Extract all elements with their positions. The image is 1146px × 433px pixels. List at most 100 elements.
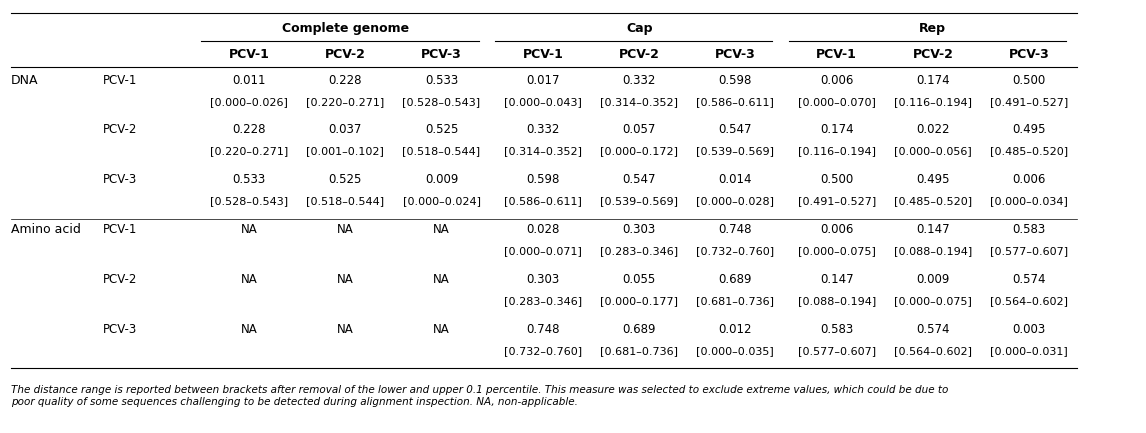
- Text: 0.574: 0.574: [1012, 273, 1045, 286]
- Text: [0.577–0.607]: [0.577–0.607]: [990, 246, 1068, 256]
- Text: [0.000–0.031]: [0.000–0.031]: [990, 346, 1068, 356]
- Text: [0.000–0.024]: [0.000–0.024]: [402, 196, 480, 207]
- Text: 0.332: 0.332: [526, 123, 559, 136]
- Text: 0.525: 0.525: [329, 173, 362, 186]
- Text: NA: NA: [433, 323, 450, 336]
- Text: [0.314–0.352]: [0.314–0.352]: [601, 97, 678, 107]
- Text: [0.000–0.034]: [0.000–0.034]: [990, 196, 1068, 207]
- Text: 0.006: 0.006: [1012, 173, 1045, 186]
- Text: 0.495: 0.495: [1012, 123, 1045, 136]
- Text: 0.500: 0.500: [821, 173, 854, 186]
- Text: PCV-3: PCV-3: [421, 48, 462, 61]
- Text: NA: NA: [433, 273, 450, 286]
- Text: [0.586–0.611]: [0.586–0.611]: [504, 196, 582, 207]
- Text: [0.000–0.035]: [0.000–0.035]: [697, 346, 774, 356]
- Text: 0.583: 0.583: [1012, 223, 1045, 236]
- Text: 0.689: 0.689: [622, 323, 656, 336]
- Text: 0.533: 0.533: [425, 74, 458, 87]
- Text: The distance range is reported between brackets after removal of the lower and u: The distance range is reported between b…: [10, 385, 948, 407]
- Text: NA: NA: [433, 223, 450, 236]
- Text: PCV-1: PCV-1: [816, 48, 857, 61]
- Text: NA: NA: [337, 323, 354, 336]
- Text: [0.088–0.194]: [0.088–0.194]: [894, 246, 972, 256]
- Text: PCV-2: PCV-2: [912, 48, 953, 61]
- Text: [0.528–0.543]: [0.528–0.543]: [402, 97, 480, 107]
- Text: 0.017: 0.017: [526, 74, 559, 87]
- Text: 0.012: 0.012: [719, 323, 752, 336]
- Text: 0.748: 0.748: [719, 223, 752, 236]
- Text: [0.000–0.071]: [0.000–0.071]: [504, 246, 582, 256]
- Text: [0.518–0.544]: [0.518–0.544]: [402, 146, 480, 157]
- Text: 0.003: 0.003: [1012, 323, 1045, 336]
- Text: 0.533: 0.533: [233, 173, 266, 186]
- Text: [0.283–0.346]: [0.283–0.346]: [601, 246, 678, 256]
- Text: 0.525: 0.525: [425, 123, 458, 136]
- Text: 0.028: 0.028: [526, 223, 559, 236]
- Text: [0.518–0.544]: [0.518–0.544]: [306, 196, 384, 207]
- Text: [0.000–0.172]: [0.000–0.172]: [601, 146, 678, 157]
- Text: Amino acid: Amino acid: [10, 223, 80, 236]
- Text: [0.000–0.075]: [0.000–0.075]: [798, 246, 876, 256]
- Text: 0.006: 0.006: [821, 223, 854, 236]
- Text: PCV-1: PCV-1: [103, 223, 138, 236]
- Text: 0.228: 0.228: [233, 123, 266, 136]
- Text: [0.539–0.569]: [0.539–0.569]: [601, 196, 678, 207]
- Text: PCV-1: PCV-1: [229, 48, 269, 61]
- Text: 0.583: 0.583: [821, 323, 854, 336]
- Text: PCV-3: PCV-3: [715, 48, 755, 61]
- Text: 0.303: 0.303: [526, 273, 559, 286]
- Text: 0.303: 0.303: [622, 223, 656, 236]
- Text: 0.022: 0.022: [916, 123, 950, 136]
- Text: [0.314–0.352]: [0.314–0.352]: [504, 146, 582, 157]
- Text: DNA: DNA: [10, 74, 38, 87]
- Text: [0.485–0.520]: [0.485–0.520]: [894, 196, 972, 207]
- Text: 0.011: 0.011: [233, 74, 266, 87]
- Text: [0.491–0.527]: [0.491–0.527]: [798, 196, 876, 207]
- Text: [0.681–0.736]: [0.681–0.736]: [601, 346, 678, 356]
- Text: 0.037: 0.037: [329, 123, 362, 136]
- Text: [0.116–0.194]: [0.116–0.194]: [798, 146, 876, 157]
- Text: [0.116–0.194]: [0.116–0.194]: [894, 97, 972, 107]
- Text: 0.598: 0.598: [526, 173, 559, 186]
- Text: 0.500: 0.500: [1012, 74, 1045, 87]
- Text: 0.055: 0.055: [622, 273, 656, 286]
- Text: PCV-2: PCV-2: [103, 273, 138, 286]
- Text: [0.088–0.194]: [0.088–0.194]: [798, 296, 876, 306]
- Text: NA: NA: [337, 273, 354, 286]
- Text: [0.491–0.527]: [0.491–0.527]: [990, 97, 1068, 107]
- Text: PCV-2: PCV-2: [103, 123, 138, 136]
- Text: 0.009: 0.009: [425, 173, 458, 186]
- Text: PCV-2: PCV-2: [325, 48, 366, 61]
- Text: NA: NA: [241, 273, 258, 286]
- Text: [0.564–0.602]: [0.564–0.602]: [894, 346, 972, 356]
- Text: [0.586–0.611]: [0.586–0.611]: [697, 97, 775, 107]
- Text: PCV-1: PCV-1: [103, 74, 138, 87]
- Text: 0.147: 0.147: [819, 273, 854, 286]
- Text: PCV-3: PCV-3: [1008, 48, 1050, 61]
- Text: 0.228: 0.228: [329, 74, 362, 87]
- Text: [0.000–0.075]: [0.000–0.075]: [894, 296, 972, 306]
- Text: [0.000–0.043]: [0.000–0.043]: [504, 97, 582, 107]
- Text: [0.001–0.102]: [0.001–0.102]: [306, 146, 384, 157]
- Text: 0.147: 0.147: [916, 223, 950, 236]
- Text: 0.574: 0.574: [916, 323, 950, 336]
- Text: 0.748: 0.748: [526, 323, 559, 336]
- Text: [0.539–0.569]: [0.539–0.569]: [697, 146, 775, 157]
- Text: [0.681–0.736]: [0.681–0.736]: [697, 296, 775, 306]
- Text: 0.332: 0.332: [622, 74, 656, 87]
- Text: PCV-3: PCV-3: [103, 173, 138, 186]
- Text: [0.577–0.607]: [0.577–0.607]: [798, 346, 876, 356]
- Text: 0.057: 0.057: [622, 123, 656, 136]
- Text: [0.000–0.026]: [0.000–0.026]: [211, 97, 289, 107]
- Text: [0.000–0.177]: [0.000–0.177]: [601, 296, 678, 306]
- Text: Complete genome: Complete genome: [282, 22, 409, 35]
- Text: [0.485–0.520]: [0.485–0.520]: [990, 146, 1068, 157]
- Text: 0.006: 0.006: [821, 74, 854, 87]
- Text: PCV-1: PCV-1: [523, 48, 564, 61]
- Text: 0.547: 0.547: [719, 123, 752, 136]
- Text: [0.732–0.760]: [0.732–0.760]: [696, 246, 775, 256]
- Text: [0.000–0.056]: [0.000–0.056]: [894, 146, 972, 157]
- Text: Cap: Cap: [626, 22, 652, 35]
- Text: [0.564–0.602]: [0.564–0.602]: [990, 296, 1068, 306]
- Text: [0.000–0.028]: [0.000–0.028]: [697, 196, 775, 207]
